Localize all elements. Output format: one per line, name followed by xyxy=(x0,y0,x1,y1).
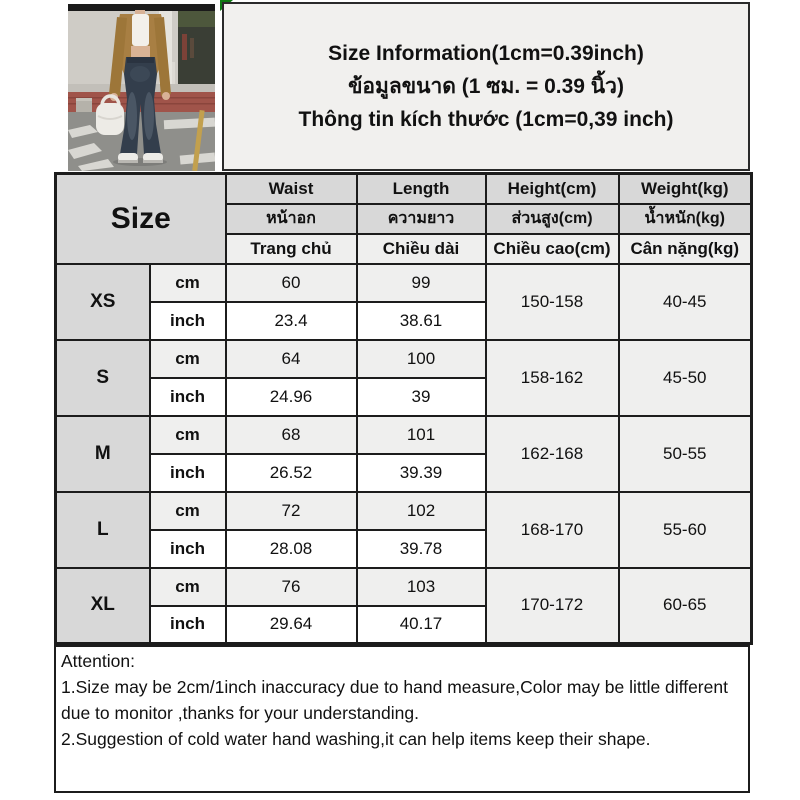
col-header-length-vi: Chiều dài xyxy=(355,232,487,265)
unit-cm: cm xyxy=(148,262,227,303)
platform-sneakers xyxy=(118,153,163,163)
yellow-road-line xyxy=(192,109,205,171)
col-header-weight-vi: Cân nặng(kg) xyxy=(617,232,753,265)
table-row-s-inch: inch 24.96 39 xyxy=(56,376,752,417)
xl-waist-inch: 29.64 xyxy=(224,604,358,645)
col-header-weight-th: น้ำหนัก(kg) xyxy=(617,202,753,235)
unit-inch: inch xyxy=(148,528,227,569)
unit-cm: cm xyxy=(148,414,227,455)
unit-inch: inch xyxy=(148,300,227,341)
table-row-l-cm: L cm 72 102 168-170 55-60 xyxy=(54,490,753,569)
xs-waist-inch: 23.4 xyxy=(224,300,358,341)
attention-notes: Attention: 1.Size may be 2cm/1inch inacc… xyxy=(54,645,750,793)
table-row-xl-cm: XL cm 76 103 170-172 60-65 xyxy=(54,566,753,645)
xs-length-cm: 99 xyxy=(355,262,487,303)
col-header-waist: Waist xyxy=(224,172,358,205)
title-thai: ข้อมูลขนาด (1 ซม. = 0.39 นิ้ว) xyxy=(348,75,624,98)
attention-note-2: 2.Suggestion of cold water hand washing,… xyxy=(61,729,651,749)
table-row-xs-inch: inch 23.4 38.61 xyxy=(56,300,752,341)
xl-waist-cm: 76 xyxy=(224,566,358,607)
crop-top xyxy=(132,14,149,46)
handbag xyxy=(96,94,124,135)
table-row-m-cm: M cm 68 101 162-168 50-55 xyxy=(54,414,753,493)
col-header-waist-th: หน้าอก xyxy=(224,202,358,235)
m-weight: 50-55 xyxy=(617,414,753,493)
s-height: 158-162 xyxy=(484,338,620,417)
col-header-height: Height(cm) xyxy=(484,172,620,205)
size-label-xl: XL xyxy=(54,566,151,645)
size-label-m: M xyxy=(54,414,151,493)
m-waist-inch: 26.52 xyxy=(224,452,358,493)
awning xyxy=(68,4,215,11)
size-label-s: S xyxy=(54,338,151,417)
xl-height: 170-172 xyxy=(484,566,620,645)
s-weight: 45-50 xyxy=(617,338,753,417)
col-header-height-th: ส่วนสูง(cm) xyxy=(484,202,620,235)
l-length-cm: 102 xyxy=(355,490,487,531)
xs-height: 150-158 xyxy=(484,262,620,341)
unit-cm: cm xyxy=(148,490,227,531)
col-header-waist-vi: Trang chủ xyxy=(224,232,358,265)
m-height: 162-168 xyxy=(484,414,620,493)
m-waist-cm: 68 xyxy=(224,414,358,455)
product-photo xyxy=(68,4,215,171)
m-length-cm: 101 xyxy=(355,414,487,455)
attention-title: Attention: xyxy=(61,651,135,671)
unit-inch: inch xyxy=(148,604,227,645)
flared-jeans xyxy=(120,57,161,154)
l-waist-inch: 28.08 xyxy=(224,528,358,569)
xl-weight: 60-65 xyxy=(617,566,753,645)
unit-inch: inch xyxy=(148,452,227,493)
col-header-length: Length xyxy=(355,172,487,205)
title-english: Size Information(1cm=0.39inch) xyxy=(328,42,644,65)
table-row-xs-cm: XS cm 60 99 150-158 40-45 xyxy=(54,262,753,341)
xs-weight: 40-45 xyxy=(617,262,753,341)
size-table: Size Waist Length Height(cm) Weight(kg) … xyxy=(54,172,753,645)
s-waist-cm: 64 xyxy=(224,338,358,379)
l-length-inch: 39.78 xyxy=(355,528,487,569)
size-label-xs: XS xyxy=(54,262,151,341)
storefront xyxy=(178,11,215,86)
title-vietnamese: Thông tin kích thước (1cm=0,39 inch) xyxy=(298,108,674,131)
table-row-xl-inch: inch 29.64 40.17 xyxy=(56,604,752,645)
table-row-l-inch: inch 28.08 39.78 xyxy=(56,528,752,569)
table-row-m-inch: inch 26.52 39.39 xyxy=(56,452,752,493)
xl-length-inch: 40.17 xyxy=(355,604,487,645)
l-weight: 55-60 xyxy=(617,490,753,569)
size-information-header: Size Information(1cm=0.39inch) ข้อมูลขนา… xyxy=(222,2,750,171)
s-length-inch: 39 xyxy=(355,376,487,417)
col-header-length-th: ความยาว xyxy=(355,202,487,235)
xl-length-cm: 103 xyxy=(355,566,487,607)
l-height: 168-170 xyxy=(484,490,620,569)
xs-length-inch: 38.61 xyxy=(355,300,487,341)
table-row-s-cm: S cm 64 100 158-162 45-50 xyxy=(54,338,753,417)
xs-waist-cm: 60 xyxy=(224,262,358,303)
unit-inch: inch xyxy=(148,376,227,417)
size-label-l: L xyxy=(54,490,151,569)
s-waist-inch: 24.96 xyxy=(224,376,358,417)
m-length-inch: 39.39 xyxy=(355,452,487,493)
model xyxy=(96,10,171,166)
col-header-height-vi: Chiều cao(cm) xyxy=(484,232,620,265)
l-waist-cm: 72 xyxy=(224,490,358,531)
col-header-weight: Weight(kg) xyxy=(617,172,753,205)
unit-cm: cm xyxy=(148,338,227,379)
attention-note-1: 1.Size may be 2cm/1inch inaccuracy due t… xyxy=(61,677,728,723)
unit-cm: cm xyxy=(148,566,227,607)
s-length-cm: 100 xyxy=(355,338,487,379)
size-header-cell: Size xyxy=(54,172,227,265)
